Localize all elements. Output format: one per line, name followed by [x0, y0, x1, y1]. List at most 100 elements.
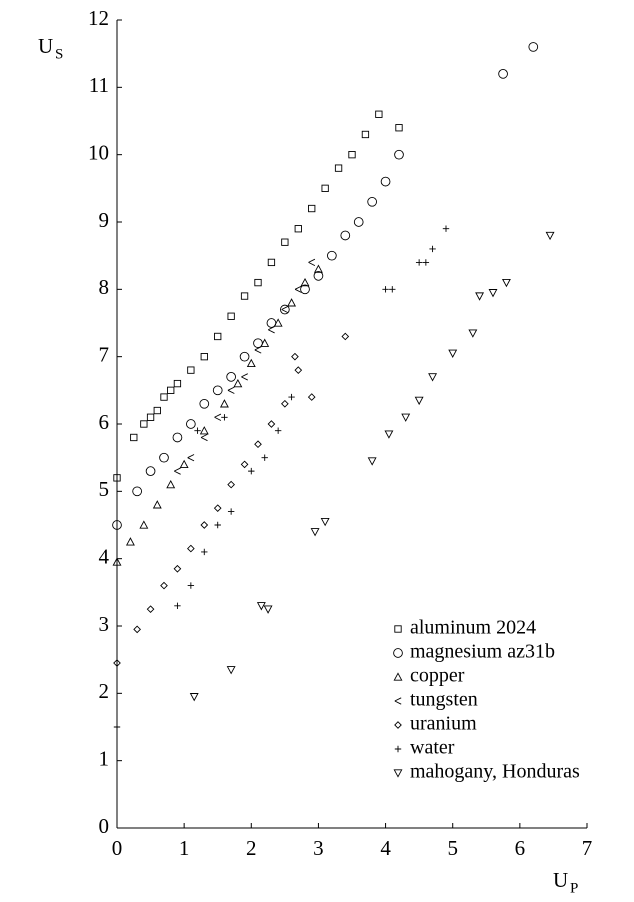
legend-marker — [393, 648, 403, 658]
point — [395, 124, 403, 132]
point — [241, 373, 248, 381]
point — [448, 349, 458, 358]
point — [334, 164, 343, 172]
point — [139, 520, 149, 529]
point — [227, 480, 235, 489]
point — [384, 430, 394, 439]
y-tick-label: 10 — [88, 140, 109, 164]
point — [375, 110, 383, 118]
point — [140, 420, 148, 428]
legend-marker — [394, 721, 402, 729]
x-axis-label: U — [553, 868, 568, 892]
point — [112, 520, 122, 530]
point — [187, 582, 195, 589]
point — [294, 366, 303, 374]
point — [313, 264, 323, 273]
point — [145, 466, 156, 476]
point — [414, 396, 424, 406]
x-tick-label: 4 — [380, 836, 391, 860]
point — [146, 413, 155, 421]
point — [327, 250, 337, 261]
point — [321, 184, 329, 192]
point — [199, 398, 210, 409]
legend-label: mahogany, Honduras — [410, 761, 580, 783]
point — [133, 625, 141, 634]
point — [146, 605, 155, 614]
point — [194, 427, 201, 434]
legend-marker — [394, 625, 402, 633]
point — [200, 353, 208, 361]
point — [300, 284, 310, 295]
point — [187, 454, 195, 462]
y-tick-label: 3 — [99, 612, 110, 636]
point — [498, 69, 508, 79]
point — [254, 346, 262, 354]
point — [380, 176, 391, 187]
y-tick-label: 9 — [99, 208, 110, 232]
point — [199, 426, 209, 435]
point — [288, 393, 295, 401]
x-tick-label: 2 — [246, 836, 257, 860]
point — [287, 298, 297, 307]
point — [280, 304, 290, 315]
point — [201, 548, 208, 556]
point — [422, 259, 430, 266]
x-tick-label: 7 — [582, 836, 593, 860]
point — [227, 312, 235, 320]
point — [166, 479, 176, 489]
point — [153, 406, 161, 415]
point — [429, 245, 436, 253]
point — [428, 373, 438, 382]
y-tick-label: 6 — [99, 410, 110, 434]
x-axis-label-sub: P — [570, 880, 578, 896]
y-tick-label: 5 — [99, 477, 110, 501]
point — [320, 517, 330, 527]
point — [415, 259, 423, 266]
point — [226, 372, 236, 382]
x-tick-label: 5 — [447, 836, 458, 860]
point — [246, 358, 256, 368]
point — [389, 286, 396, 293]
point — [160, 393, 168, 401]
point — [233, 378, 243, 388]
y-tick-label: 8 — [99, 275, 110, 299]
point — [401, 413, 411, 422]
point — [488, 289, 498, 298]
point — [200, 433, 208, 442]
point — [291, 352, 299, 361]
point — [308, 258, 316, 267]
point — [221, 414, 228, 421]
point — [394, 149, 404, 160]
point — [174, 602, 181, 609]
point — [353, 217, 364, 227]
point — [173, 379, 182, 388]
legend-label: tungsten — [410, 689, 478, 711]
point — [214, 332, 222, 341]
point — [300, 277, 310, 287]
point — [200, 521, 209, 529]
point — [189, 693, 199, 702]
point — [214, 521, 221, 529]
legend-marker — [393, 769, 403, 778]
legend-marker — [393, 672, 403, 681]
legend-label: copper — [410, 665, 465, 687]
point — [340, 230, 351, 241]
point — [240, 292, 249, 300]
y-tick-label: 12 — [88, 6, 109, 30]
y-axis-label: U — [38, 34, 53, 58]
point — [159, 452, 169, 463]
y-axis-label-sub: S — [55, 46, 63, 62]
point — [187, 544, 195, 553]
point — [308, 204, 316, 213]
y-tick-label: 11 — [89, 73, 109, 97]
point — [268, 326, 275, 334]
point — [130, 433, 138, 442]
x-tick-label: 1 — [179, 836, 190, 860]
legend-marker — [394, 745, 402, 753]
point — [254, 278, 262, 287]
y-tick-label: 7 — [99, 342, 110, 366]
point — [179, 459, 189, 469]
legend-label: magnesium az31b — [410, 641, 555, 663]
point — [260, 338, 270, 347]
point — [174, 467, 181, 475]
